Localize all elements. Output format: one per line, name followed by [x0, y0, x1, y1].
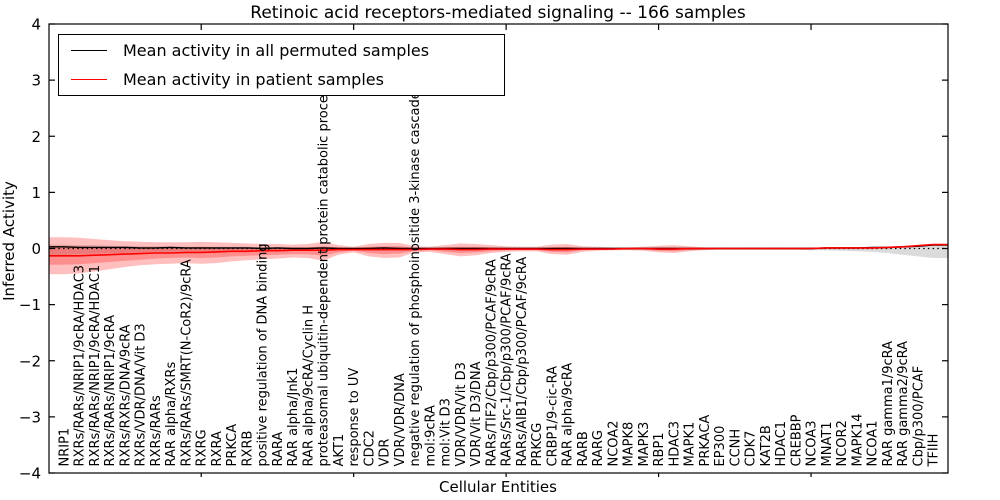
x-tick-label: RAR alpha/Jnk1 [286, 368, 301, 467]
x-tick-label: RARs/AIB1/Cbp/p300/PCAF/9cRA [515, 257, 530, 467]
x-tick-label: proteasomal ubiquitin-dependent protein … [317, 81, 332, 466]
y-tick-label: 0 [31, 240, 41, 258]
x-tick-label: RXRs/RARs [149, 395, 164, 467]
x-tick-label: RAR gamma2/9cRA [896, 341, 911, 467]
y-tick-label: −2 [19, 352, 41, 370]
x-axis-label: Cellular Entities [439, 478, 557, 496]
x-tick-label: Cbp/p300/PCAF [911, 366, 926, 467]
band-patient-outer [49, 237, 948, 275]
y-tick-label: −4 [19, 465, 41, 483]
legend-item-permuted: Mean activity in all permuted samples [71, 38, 504, 63]
y-tick-label: 1 [31, 184, 41, 202]
x-tick-label: VDR/Vit D3/DNA [469, 361, 484, 466]
x-tick-label: HDAC1 [774, 421, 789, 467]
x-tick-label: HDAC3 [667, 421, 682, 467]
x-tick-label: RXRs/RXRs/DNA/9cRA [119, 324, 134, 466]
y-axis-label: Inferred Activity [0, 181, 18, 301]
x-tick-label: RARs/Src-1/Cbp/p300/PCAF/9cRA [500, 253, 515, 466]
x-tick-label: NCOA1 [866, 421, 881, 467]
x-tick-label: MAPK3 [637, 422, 652, 467]
x-tick-label: negative regulation of phosphoinositide … [408, 91, 423, 466]
x-tick-label: RAR alpha/9cRA [561, 363, 576, 467]
legend-label-permuted: Mean activity in all permuted samples [123, 41, 430, 60]
x-tick-label: NRIP1 [58, 428, 73, 467]
x-tick-label: NCOA2 [606, 421, 621, 467]
x-tick-label: MNAT1 [820, 421, 835, 466]
x-tick-label: mol:9cRA [423, 405, 438, 467]
x-tick-label: RXRs/RARs/SMRT(N-CoR2)/9cRA [180, 259, 195, 466]
x-tick-label: VDR/VDR/Vit D3 [454, 362, 469, 466]
x-tick-label: RAR alpha/9cRA/Cyclin H [301, 305, 316, 466]
y-tick-label: −1 [19, 296, 41, 314]
x-tick-label: RARG [591, 430, 606, 467]
x-tick-label: CCNH [728, 429, 743, 467]
x-tick-label: MAPK14 [850, 413, 865, 466]
x-tick-label: NCOA3 [805, 421, 820, 467]
y-tick-label: 3 [31, 72, 41, 90]
x-tick-label: RARB [576, 431, 591, 466]
x-tick-label: RXRs/RARs/NRIP1/9cRA/HDAC1 [88, 265, 103, 467]
x-tick-label: RBP1 [652, 432, 667, 466]
x-tick-label: RXRs/RARs/NRIP1/9cRA/HDAC3 [73, 265, 88, 467]
x-tick-label: response to UV [347, 368, 362, 467]
x-tick-label: KAT2B [759, 425, 774, 466]
x-tick-label: RXRA [210, 431, 225, 466]
x-tick-label: TFIIH [927, 434, 942, 468]
x-tick-label: positive regulation of DNA binding [256, 243, 271, 466]
x-tick-label: CRBP1/9-cic-RA [545, 366, 560, 467]
chart-title: Retinoic acid receptors-mediated signali… [250, 3, 746, 23]
x-tick-label: MAPK1 [683, 422, 698, 467]
x-tick-label: RARA [271, 432, 286, 467]
x-tick-label: RXRs/RARs/NRIP1/9cRA [103, 315, 118, 467]
legend-label-patient: Mean activity in patient samples [123, 70, 384, 89]
x-tick-label: PRKCA [225, 424, 240, 467]
plot-content: NRIP1 RXRs/RARs/NRIP1/9cRA/HDAC3 RXRs/RARs… [19, 16, 949, 483]
x-tick-label: CREBBP [789, 414, 804, 466]
x-tick-label: NCOR2 [835, 420, 850, 466]
x-tick-label: RXRs/VDR/DNA/Vit D3 [134, 323, 149, 466]
y-tick-label: −3 [19, 408, 41, 426]
x-tick-label: VDR [378, 439, 393, 467]
x-tick-label: CDC2 [362, 430, 377, 466]
legend: Mean activity in all permuted samples Me… [58, 34, 505, 96]
x-tick-label: RAR alpha/RXRs [164, 362, 179, 467]
series-line-patient [49, 243, 948, 257]
x-tick-label: mol:Vit D3 [439, 398, 454, 466]
x-tick-label: RARs/TIF2/Cbp/p300/PCAF/9cRA [484, 259, 499, 466]
x-tick-label: RAR gamma1/9cRA [881, 341, 896, 467]
legend-line-patient-icon [71, 79, 107, 80]
x-tick-label: PRKCG [530, 423, 545, 467]
x-tick-label: AKT1 [332, 434, 347, 467]
y-tick-label: 2 [31, 128, 41, 146]
x-tick-label: RXRG [195, 429, 210, 466]
y-tick-label: 4 [31, 16, 41, 34]
x-tick-label: CDK7 [744, 431, 759, 467]
x-tick-label: EP300 [713, 426, 728, 467]
legend-line-permuted-icon [71, 50, 107, 51]
legend-item-patient: Mean activity in patient samples [71, 67, 504, 92]
x-tick-label: PRKACA [698, 415, 713, 467]
x-tick-label: MAPK8 [622, 422, 637, 467]
x-tick-label: RXRB [240, 431, 255, 467]
x-tick-label: VDR/VDR/DNA [393, 373, 408, 466]
